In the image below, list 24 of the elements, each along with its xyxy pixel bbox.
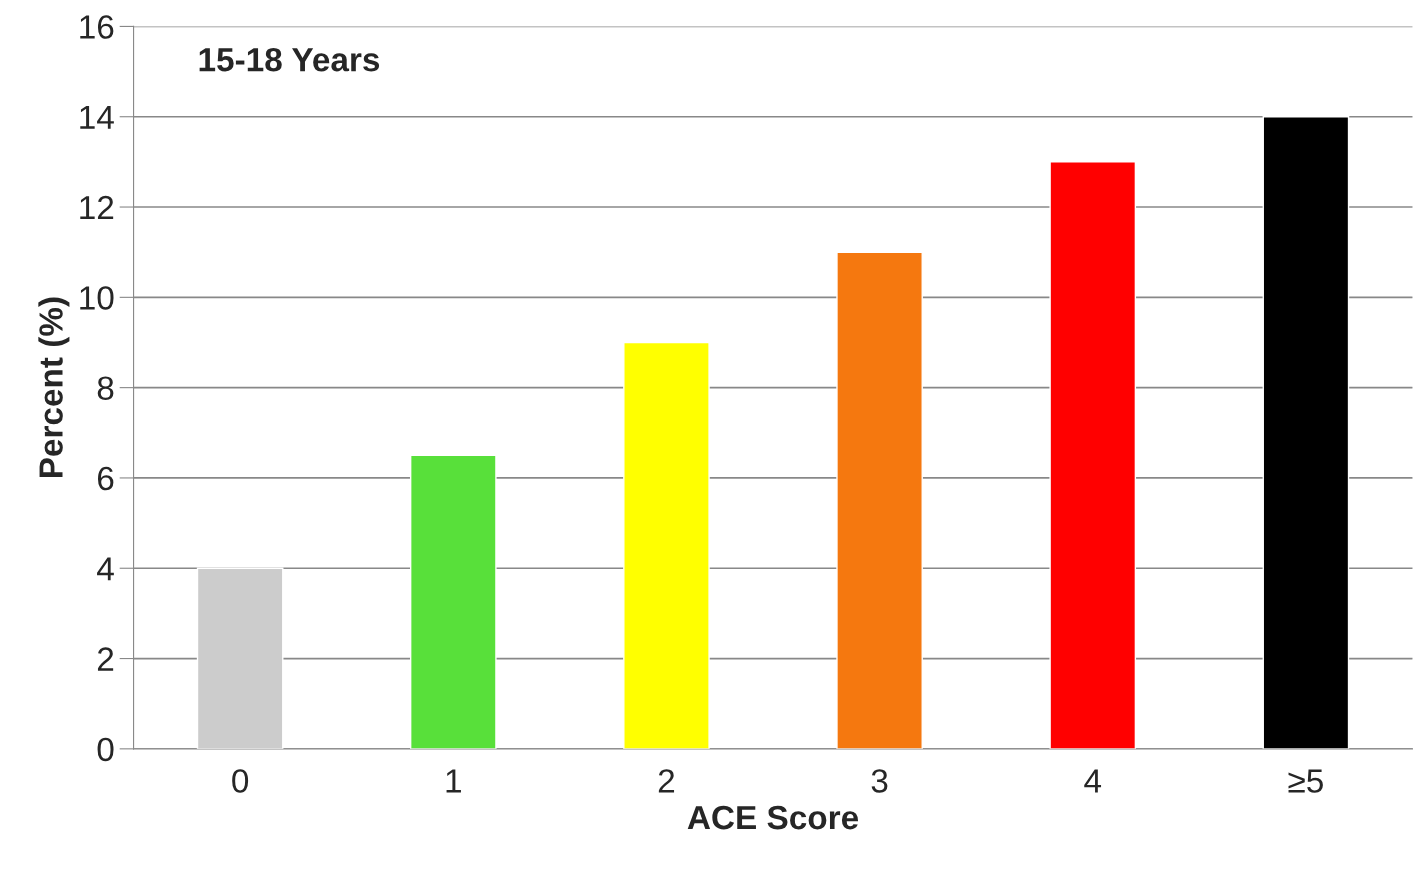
y-tick-label: 10	[80, 286, 114, 310]
y-tick-label: 0	[97, 737, 114, 762]
bar	[623, 341, 710, 749]
y-tick-label: 6	[97, 466, 114, 491]
bar	[409, 454, 497, 749]
y-tick-label: 2	[97, 647, 114, 671]
bar	[836, 251, 923, 749]
chart-title: 15-18 Years	[199, 47, 380, 72]
bar	[196, 567, 284, 749]
x-tick-label: ≥5	[1288, 769, 1323, 793]
x-tick-label: 0	[232, 769, 249, 793]
y-tick-label: 12	[80, 195, 114, 220]
x-axis-title: ACE Score	[687, 805, 859, 830]
bar	[1049, 161, 1137, 749]
x-tick-label: 3	[871, 769, 888, 793]
y-tick-label: 4	[97, 557, 114, 581]
bar	[1262, 116, 1350, 749]
y-tick-label: 16	[80, 15, 114, 39]
y-axis-title: Percent (%)	[38, 297, 70, 478]
x-tick-label: 2	[658, 769, 675, 793]
x-tick-label: 4	[1084, 769, 1102, 793]
y-tick-label: 14	[80, 105, 114, 129]
x-tick-label: 1	[446, 769, 461, 793]
y-tick-label: 8	[97, 376, 114, 401]
